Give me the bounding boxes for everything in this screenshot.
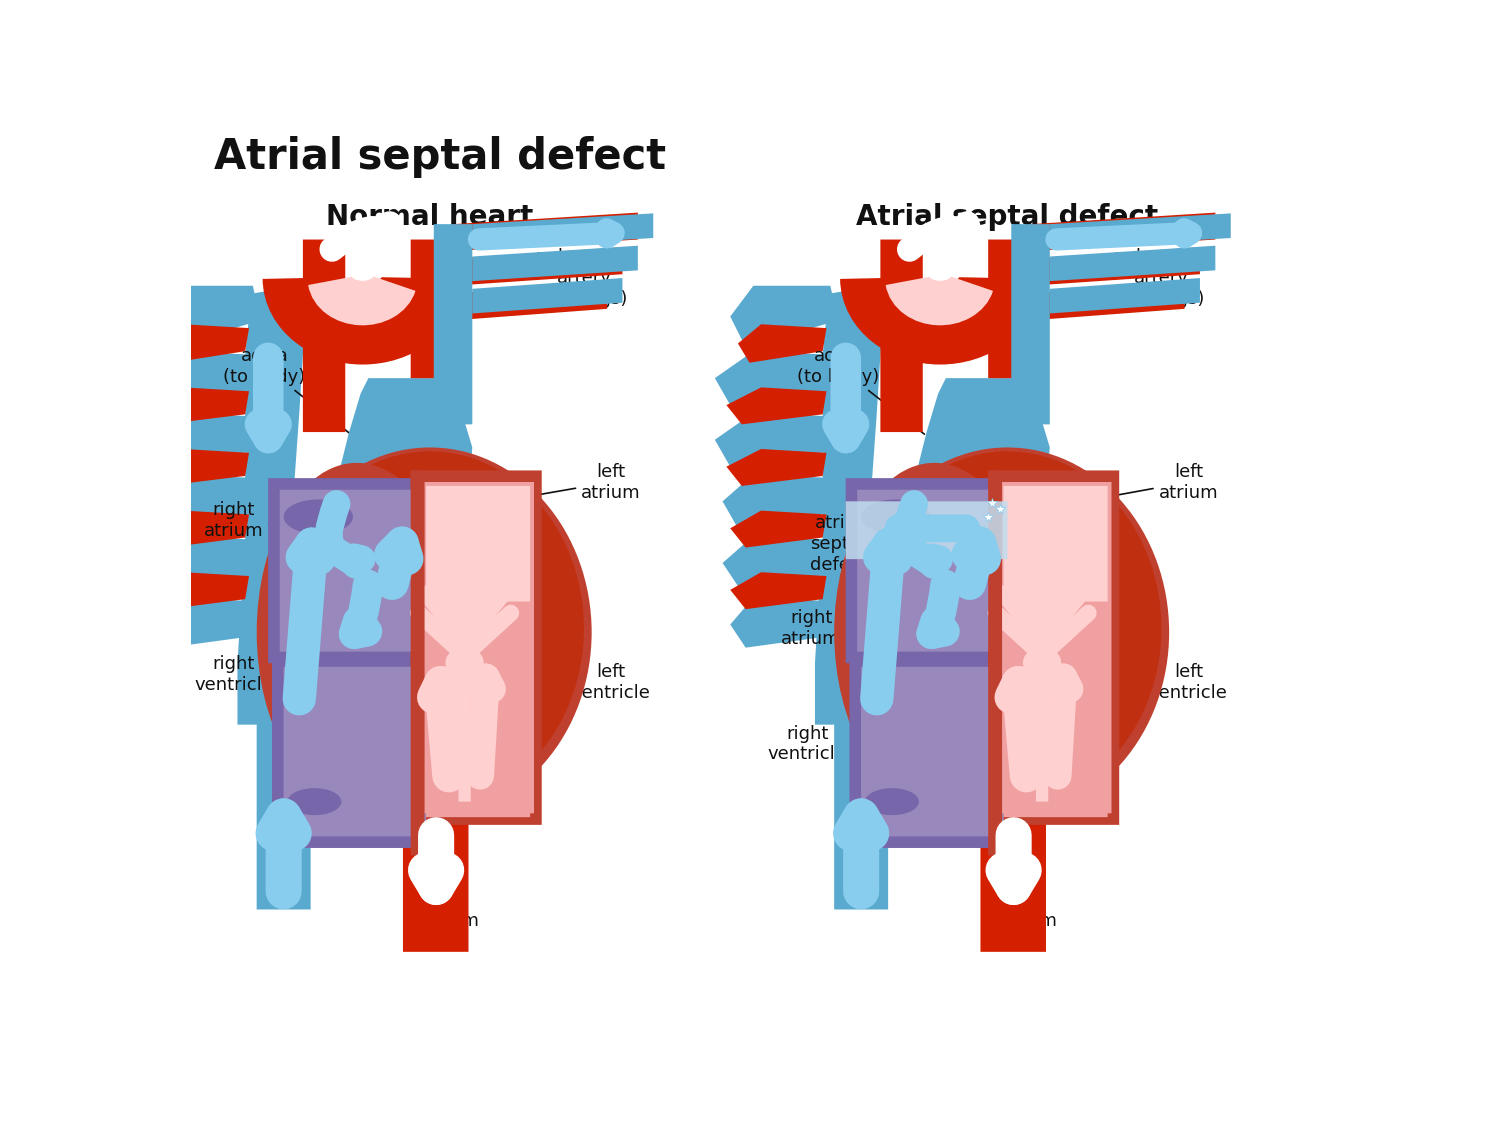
FancyBboxPatch shape	[834, 716, 888, 910]
PathPatch shape	[1030, 281, 1185, 321]
Text: left
atrium: left atrium	[1107, 462, 1218, 502]
Text: right
atrium: right atrium	[782, 599, 897, 647]
FancyBboxPatch shape	[303, 240, 345, 432]
PathPatch shape	[453, 212, 638, 251]
FancyBboxPatch shape	[272, 655, 434, 848]
PathPatch shape	[146, 536, 261, 586]
FancyBboxPatch shape	[284, 667, 426, 836]
FancyBboxPatch shape	[1036, 625, 1048, 801]
FancyBboxPatch shape	[849, 655, 1011, 848]
PathPatch shape	[910, 379, 1050, 579]
Text: aorta
(to body): aorta (to body)	[224, 347, 351, 434]
Text: aorta
(to body): aorta (to body)	[796, 347, 924, 434]
PathPatch shape	[160, 324, 249, 363]
FancyBboxPatch shape	[880, 240, 922, 432]
FancyBboxPatch shape	[411, 470, 424, 855]
Text: right
ventricle: right ventricle	[194, 652, 308, 694]
Text: septum: septum	[988, 832, 1058, 930]
FancyBboxPatch shape	[256, 716, 310, 910]
Text: left
ventricle: left ventricle	[525, 663, 651, 702]
Ellipse shape	[256, 463, 458, 801]
FancyBboxPatch shape	[1004, 486, 1107, 601]
PathPatch shape	[153, 598, 261, 647]
Ellipse shape	[834, 463, 1035, 801]
PathPatch shape	[730, 286, 839, 347]
FancyBboxPatch shape	[988, 470, 1119, 825]
FancyBboxPatch shape	[861, 667, 1004, 836]
Ellipse shape	[861, 499, 930, 534]
PathPatch shape	[738, 324, 827, 363]
PathPatch shape	[1050, 214, 1230, 249]
Text: atrial
septal
defect: atrial septal defect	[810, 514, 919, 574]
PathPatch shape	[1030, 212, 1215, 251]
PathPatch shape	[472, 278, 622, 313]
FancyBboxPatch shape	[426, 486, 530, 601]
FancyBboxPatch shape	[988, 470, 1002, 855]
Text: left
atrium: left atrium	[525, 462, 640, 502]
PathPatch shape	[153, 511, 249, 548]
FancyBboxPatch shape	[411, 470, 542, 825]
PathPatch shape	[716, 412, 839, 467]
PathPatch shape	[333, 379, 472, 579]
FancyBboxPatch shape	[411, 240, 453, 379]
Ellipse shape	[853, 451, 1161, 806]
Ellipse shape	[865, 789, 919, 815]
Ellipse shape	[276, 451, 584, 806]
PathPatch shape	[138, 351, 261, 405]
PathPatch shape	[726, 449, 827, 486]
FancyBboxPatch shape	[433, 224, 472, 425]
PathPatch shape	[148, 449, 249, 486]
FancyBboxPatch shape	[422, 483, 534, 814]
FancyBboxPatch shape	[856, 489, 1008, 652]
PathPatch shape	[730, 598, 839, 647]
PathPatch shape	[726, 388, 827, 425]
Ellipse shape	[284, 499, 352, 534]
Text: Normal heart: Normal heart	[327, 203, 534, 232]
PathPatch shape	[723, 536, 839, 586]
PathPatch shape	[472, 214, 654, 249]
FancyBboxPatch shape	[426, 609, 530, 817]
Text: right
ventricle: right ventricle	[768, 711, 885, 763]
PathPatch shape	[153, 286, 261, 347]
FancyBboxPatch shape	[404, 814, 468, 951]
Text: pulmonary
artery
(to lungs): pulmonary artery (to lungs)	[506, 249, 633, 307]
PathPatch shape	[138, 412, 261, 467]
Ellipse shape	[268, 447, 591, 817]
PathPatch shape	[472, 245, 638, 281]
Ellipse shape	[288, 789, 342, 815]
Text: Atrial septal defect: Atrial septal defect	[856, 203, 1158, 232]
PathPatch shape	[153, 572, 249, 609]
PathPatch shape	[453, 281, 608, 321]
PathPatch shape	[237, 286, 306, 724]
Text: right
atrium: right atrium	[204, 502, 315, 540]
FancyBboxPatch shape	[268, 478, 438, 663]
FancyBboxPatch shape	[981, 814, 1046, 951]
FancyBboxPatch shape	[846, 478, 1016, 663]
PathPatch shape	[148, 388, 249, 425]
FancyBboxPatch shape	[988, 240, 1030, 379]
PathPatch shape	[1050, 278, 1200, 313]
FancyBboxPatch shape	[846, 502, 1008, 559]
PathPatch shape	[815, 286, 885, 724]
PathPatch shape	[730, 572, 827, 609]
PathPatch shape	[146, 475, 261, 529]
FancyBboxPatch shape	[279, 489, 430, 652]
PathPatch shape	[453, 247, 622, 286]
PathPatch shape	[730, 511, 827, 548]
Text: septum: septum	[411, 832, 480, 930]
FancyBboxPatch shape	[999, 483, 1112, 814]
PathPatch shape	[1050, 245, 1215, 281]
FancyBboxPatch shape	[1011, 224, 1050, 425]
Ellipse shape	[846, 447, 1168, 817]
PathPatch shape	[723, 475, 839, 529]
FancyBboxPatch shape	[1004, 609, 1107, 817]
Text: pulmonary
artery
(to lungs): pulmonary artery (to lungs)	[1083, 249, 1210, 307]
Text: left
ventricle: left ventricle	[1107, 663, 1228, 702]
PathPatch shape	[1030, 247, 1200, 286]
Text: Atrial septal defect: Atrial septal defect	[214, 136, 666, 177]
FancyBboxPatch shape	[459, 625, 471, 801]
PathPatch shape	[716, 351, 839, 405]
